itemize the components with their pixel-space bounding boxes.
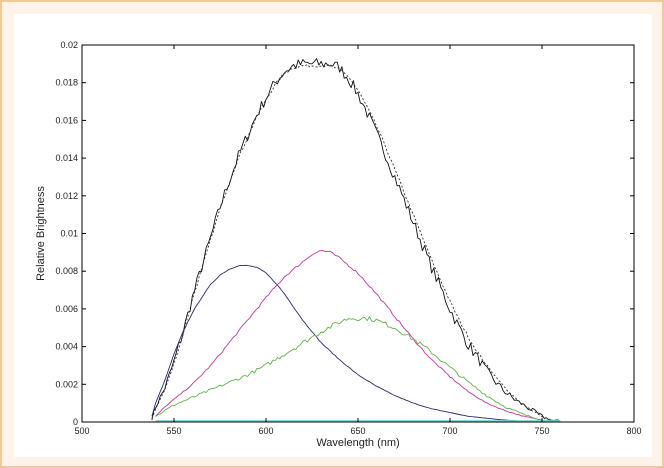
x-tick-label: 700 — [442, 426, 457, 436]
y-tick-label: 0.02 — [60, 40, 78, 50]
y-tick-label: 0.01 — [60, 229, 78, 239]
y-tick-label: 0.006 — [55, 304, 78, 314]
series-blue-component — [151, 264, 561, 423]
series-magenta-component — [155, 250, 561, 423]
x-axis-label: Wavelength (nm) — [316, 437, 399, 449]
y-tick-label: 0.018 — [55, 78, 78, 88]
y-tick-label: 0.012 — [55, 191, 78, 201]
spectrum-chart: 500 550 600 650 700 750 800 0 0.002 0.004 0.006 0.0… — [35, 40, 642, 449]
y-tick-label: 0.016 — [55, 115, 78, 125]
y-tick-label: 0.008 — [55, 266, 78, 276]
plot-area — [81, 44, 635, 423]
x-tick-label: 500 — [74, 426, 89, 436]
x-tick-label: 750 — [534, 426, 549, 436]
y-tick-label: 0.014 — [55, 153, 78, 163]
series-model-total — [151, 63, 561, 423]
y-tick-label: 0 — [73, 417, 78, 427]
x-tick-label: 650 — [350, 426, 365, 436]
x-tick-label: 600 — [258, 426, 273, 436]
y-axis-label: Relative Brightness — [35, 186, 47, 281]
series-measured-total — [151, 58, 561, 423]
x-tick-label: 550 — [166, 426, 181, 436]
chart-panel: 500 550 600 650 700 750 800 0 0.002 0.004 0.006 0.0… — [14, 14, 652, 457]
series-layer — [151, 58, 561, 423]
y-tick-label: 0.004 — [55, 342, 78, 352]
x-tick-label: 800 — [626, 426, 641, 436]
y-tick-label: 0.002 — [55, 379, 78, 389]
axis-ticks: 500 550 600 650 700 750 800 0 0.002 0.004 0.006 0.0… — [55, 40, 641, 436]
series-green-component — [155, 316, 561, 423]
